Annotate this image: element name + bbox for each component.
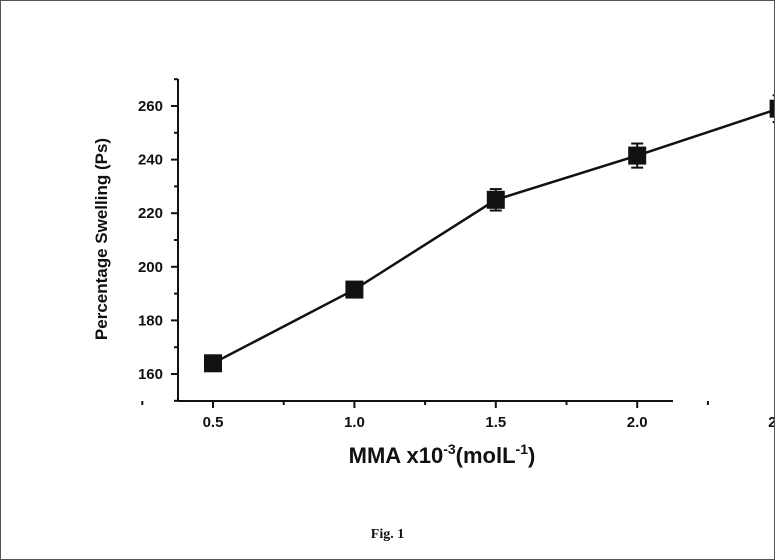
data-point (769, 99, 774, 118)
data-point (204, 354, 222, 373)
data-point (486, 190, 505, 209)
x-axis-title-exponent-2: -1 (516, 441, 529, 457)
y-tick-label: 180 (138, 312, 163, 329)
axes (177, 79, 673, 402)
x-axis-title: MMA x10-3(molL-1) (349, 441, 536, 468)
data-point (345, 280, 364, 299)
y-tick-label: 200 (138, 259, 163, 276)
y-axis-title: Percentage Swelling (Ps) (92, 138, 111, 340)
chart: 1601802002202402600.51.01.52.02.53.03.5 … (92, 78, 775, 468)
x-tick-label: 0.5 (203, 414, 224, 431)
x-axis-title-exponent-1: -3 (443, 441, 456, 457)
x-tick-label: 1.0 (344, 414, 365, 431)
figure-caption: Fig. 1 (370, 527, 405, 542)
x-axis-title-end: ) (528, 443, 535, 468)
x-axis-title-unit: (molL (456, 443, 516, 468)
x-tick-label: 2.0 (627, 414, 648, 431)
x-axis-title-base: MMA x10 (349, 443, 444, 468)
series-line (212, 108, 774, 365)
y-tick-label: 160 (138, 366, 163, 383)
y-tick-label: 220 (138, 205, 163, 222)
y-tick-label: 240 (138, 152, 163, 169)
x-tick-label: 2.5 (768, 414, 775, 431)
x-tick-label: 1.5 (485, 414, 506, 431)
y-tick-label: 260 (138, 98, 163, 115)
series (204, 94, 774, 373)
data-point (628, 146, 647, 165)
